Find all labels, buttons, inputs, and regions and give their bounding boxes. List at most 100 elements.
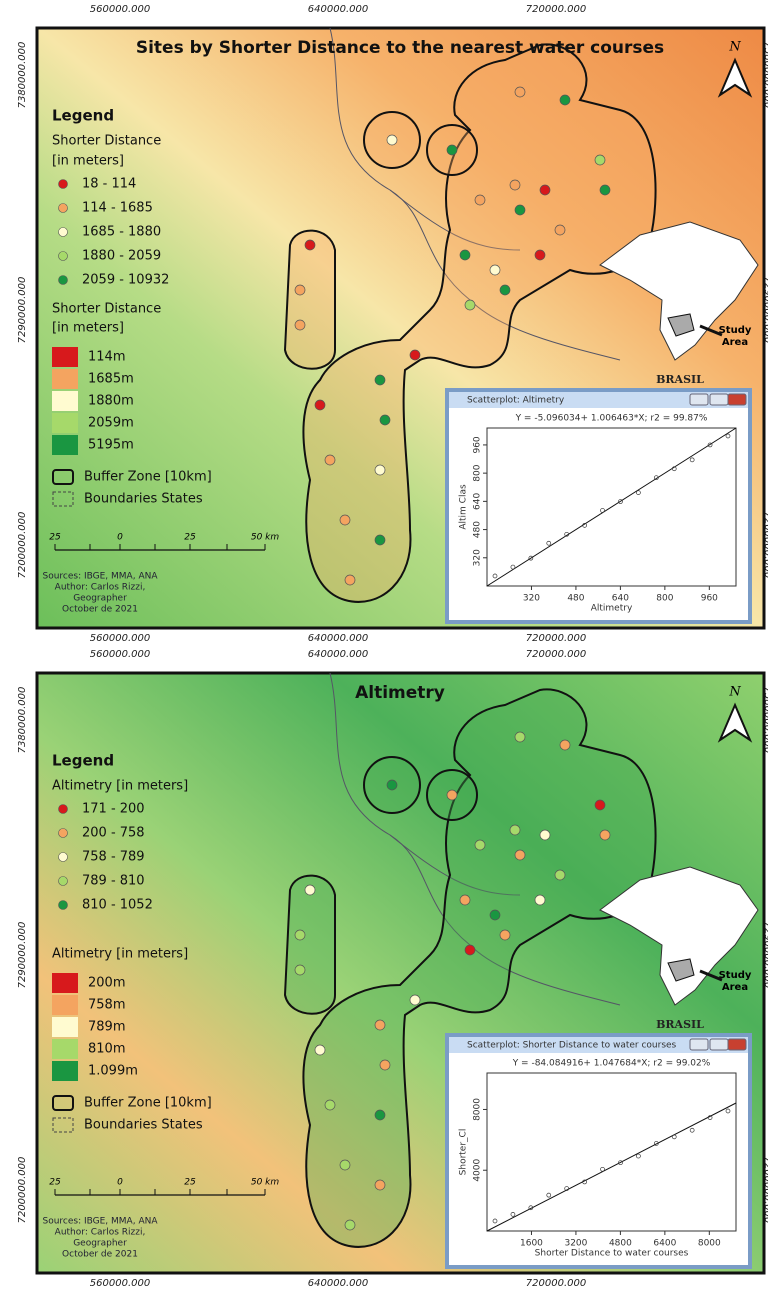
x-tick-label: 3200	[564, 1239, 587, 1249]
window-button	[710, 1039, 728, 1050]
site-point	[465, 300, 475, 310]
site-point	[375, 1020, 385, 1030]
legend-label: 758m	[88, 998, 125, 1013]
y-tick-label: 960	[473, 436, 483, 453]
window-button	[690, 1039, 708, 1050]
credits: Sources: IBGE, MMA, ANA	[42, 1217, 158, 1227]
map-figure: 560000.000 640000.000 720000.000 560000.000…	[0, 0, 768, 1286]
scale-label: 25	[184, 1178, 196, 1188]
site-point	[540, 830, 550, 840]
x-tick-label: 480	[567, 594, 584, 604]
legend-label: 114m	[88, 350, 125, 365]
coord-label: 7290000.000	[17, 277, 28, 344]
coord-label: 7200000.000	[762, 512, 768, 579]
legend-title: Altimetry [in meters]	[52, 779, 188, 794]
legend-swatch	[52, 995, 78, 1015]
site-point	[375, 1110, 385, 1120]
credits: Author: Carlos Rizzi,	[55, 583, 146, 593]
legend-swatch	[59, 228, 68, 237]
site-point	[535, 895, 545, 905]
site-point	[460, 250, 470, 260]
site-point	[325, 1100, 335, 1110]
map-title: Altimetry	[355, 683, 445, 703]
site-point	[340, 1160, 350, 1170]
legend-swatch	[59, 901, 68, 910]
legend-swatch	[52, 1061, 78, 1081]
north-label: N	[728, 685, 741, 700]
site-point	[375, 535, 385, 545]
site-point	[555, 870, 565, 880]
coord-label: 7200000.000	[17, 512, 28, 579]
coord-label: 560000.000	[90, 1278, 150, 1286]
legend-swatch	[52, 391, 78, 411]
legend-title: Shorter Distance	[52, 134, 161, 149]
coord-label: 7290000.000	[762, 922, 768, 989]
legend-title: Shorter Distance	[52, 302, 161, 317]
site-point	[475, 840, 485, 850]
coord-label: 720000.000	[526, 1278, 586, 1286]
map-panel: 560000.000640000.000720000.000560000.000…	[17, 4, 768, 644]
site-point	[500, 285, 510, 295]
coord-label: 560000.000	[90, 633, 150, 644]
y-axis-label: Altim Clas	[459, 484, 469, 530]
legend-swatch	[59, 805, 68, 814]
site-point	[600, 185, 610, 195]
coord-label: 7200000.000	[17, 1157, 28, 1224]
x-tick-label: 1600	[520, 1239, 543, 1249]
x-tick-label: 960	[701, 594, 718, 604]
map-title: Sites by Shorter Distance to the nearest…	[136, 38, 664, 58]
window-button	[690, 394, 708, 405]
coord-label: 7380000.000	[17, 687, 28, 754]
x-tick-label: 800	[656, 594, 673, 604]
legend-title: [in meters]	[52, 321, 124, 336]
legend-title: [in meters]	[52, 154, 124, 169]
legend-label: Boundaries States	[84, 1118, 203, 1133]
legend-label: Buffer Zone [10km]	[84, 1096, 212, 1111]
site-point	[315, 400, 325, 410]
legend-swatch	[59, 829, 68, 838]
legend-label: 758 - 789	[82, 850, 145, 865]
window-title: Scatterplot: Shorter Distance to water c…	[467, 1041, 677, 1051]
y-tick-label: 480	[473, 521, 483, 538]
legend-label: Buffer Zone [10km]	[84, 470, 212, 485]
legend-swatch	[59, 853, 68, 862]
legend-label: Boundaries States	[84, 492, 203, 507]
legend-label: 789m	[88, 1020, 125, 1035]
inset-label: Area	[722, 337, 748, 348]
site-point	[295, 320, 305, 330]
legend-label: 18 - 114	[82, 177, 136, 192]
coord-label: 720000.000	[526, 649, 586, 660]
scale-label: 0	[117, 533, 123, 543]
x-tick-label: 4800	[609, 1239, 632, 1249]
site-point	[447, 145, 457, 155]
buffer-zone	[285, 231, 335, 369]
x-axis-label: Shorter Distance to water courses	[535, 1249, 689, 1259]
coord-label: 720000.000	[526, 633, 586, 644]
site-point	[515, 87, 525, 97]
legend-label: 114 - 1685	[82, 201, 153, 216]
legend-label: 2059 - 10932	[82, 273, 169, 288]
legend-swatch	[52, 973, 78, 993]
inset-label: Study	[719, 325, 752, 336]
legend-label: 1685m	[88, 372, 134, 387]
site-point	[295, 930, 305, 940]
coord-label: 720000.000	[526, 4, 586, 15]
site-point	[560, 740, 570, 750]
coord-label: 7380000.000	[762, 687, 768, 754]
scale-label: 25	[184, 533, 196, 543]
legend-label: 200 - 758	[82, 826, 145, 841]
coord-label: 7200000.000	[762, 1157, 768, 1224]
coord-label: 7380000.000	[762, 42, 768, 109]
credits: Author: Carlos Rizzi,	[55, 1228, 146, 1238]
scatter-equation: Y = -5.096034+ 1.006463*X; r2 = 99.87%	[515, 414, 708, 424]
x-tick-label: 320	[523, 594, 540, 604]
site-point	[560, 95, 570, 105]
legend-swatch	[52, 369, 78, 389]
site-point	[387, 780, 397, 790]
legend-label: 810m	[88, 1042, 125, 1057]
site-point	[380, 415, 390, 425]
legend-title: Altimetry [in meters]	[52, 947, 188, 962]
inset-label: Area	[722, 982, 748, 993]
coord-label: 640000.000	[308, 1278, 368, 1286]
legend-swatch	[59, 180, 68, 189]
